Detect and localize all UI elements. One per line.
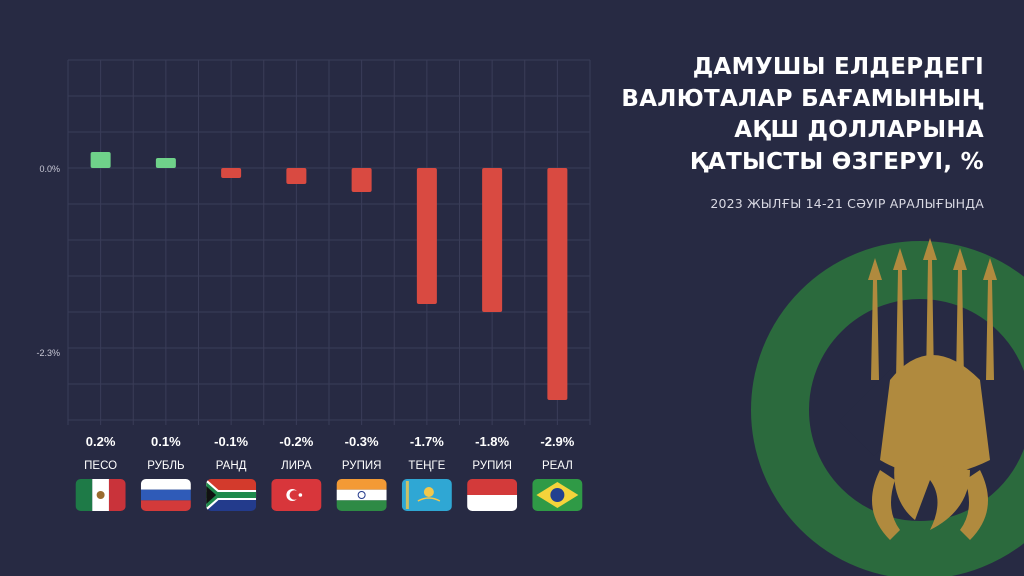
russia-flag-icon: [140, 479, 191, 511]
emblem-green-ring: [751, 241, 1024, 576]
value-label-7: -1.8%: [475, 434, 509, 449]
category-label-1: ПЕСО: [84, 460, 117, 472]
value-label-3: -0.1%: [214, 434, 248, 449]
bar-5: [351, 168, 372, 192]
y-axis-ticks: 0.0% -2.3%: [36, 164, 60, 358]
india-flag-icon: [336, 479, 387, 511]
title-line-4: ҚАТЫСТЫ ӨЗГЕРУІ, %: [689, 148, 984, 175]
category-label-2: РУБЛЬ: [147, 460, 184, 472]
bar-3: [221, 168, 242, 178]
value-label-6: -1.7%: [410, 434, 444, 449]
national-bank-emblem: [751, 238, 1024, 576]
bar-1: [90, 152, 111, 168]
category-label-4: ЛИРА: [281, 460, 312, 472]
category-label-6: ТЕҢГЕ: [408, 460, 445, 472]
brazil-flag-icon: [532, 479, 583, 511]
bar-value-labels: 0.2% 0.1% -0.1% -0.2% -0.3% -1.7% -1.8% -2.9%: [86, 434, 575, 449]
category-labels: ПЕСО РУБЛЬ РАНД ЛИРА РУПИЯ ТЕҢГЕ РУПИЯ РЕАЛ: [84, 460, 573, 472]
y-tick-label: 0.0%: [39, 164, 60, 174]
bar-2: [155, 158, 176, 168]
chart-subtitle: 2023 ЖЫЛҒЫ 14-21 СӘУІР АРАЛЫҒЫНДА: [710, 196, 984, 211]
value-label-1: 0.2%: [86, 434, 116, 449]
value-label-4: -0.2%: [279, 434, 313, 449]
chart-bars: [90, 152, 568, 400]
bar-7: [482, 168, 503, 312]
chart-title: ДАМУШЫ ЕЛДЕРДЕГІ ВАЛЮТАЛАР БАҒАМЫНЫҢ АҚШ…: [621, 52, 984, 178]
turkey-flag-icon: [271, 479, 322, 511]
y-tick-label: -2.3%: [36, 348, 60, 358]
country-flags: [75, 479, 583, 511]
chart-grid: [67, 59, 591, 425]
bar-4: [286, 168, 307, 184]
indonesia-flag-icon: [467, 479, 518, 511]
value-label-2: 0.1%: [151, 434, 181, 449]
category-label-7: РУПИЯ: [472, 460, 512, 472]
bar-6: [416, 168, 437, 304]
value-label-5: -0.3%: [345, 434, 379, 449]
category-label-5: РУПИЯ: [342, 460, 382, 472]
emblem-spears: [868, 238, 997, 540]
kazakhstan-flag-icon: [401, 479, 452, 511]
category-label-8: РЕАЛ: [542, 460, 573, 472]
title-line-3: АҚШ ДОЛЛАРЫНА: [734, 117, 984, 143]
bar-8: [547, 168, 568, 400]
title-line-2: ВАЛЮТАЛАР БАҒАМЫНЫҢ: [621, 85, 984, 112]
south-africa-flag-icon: [206, 479, 257, 511]
mexico-flag-icon: [75, 479, 126, 511]
value-label-8: -2.9%: [540, 434, 574, 449]
title-line-1: ДАМУШЫ ЕЛДЕРДЕГІ: [692, 54, 984, 80]
category-label-3: РАНД: [216, 460, 247, 472]
